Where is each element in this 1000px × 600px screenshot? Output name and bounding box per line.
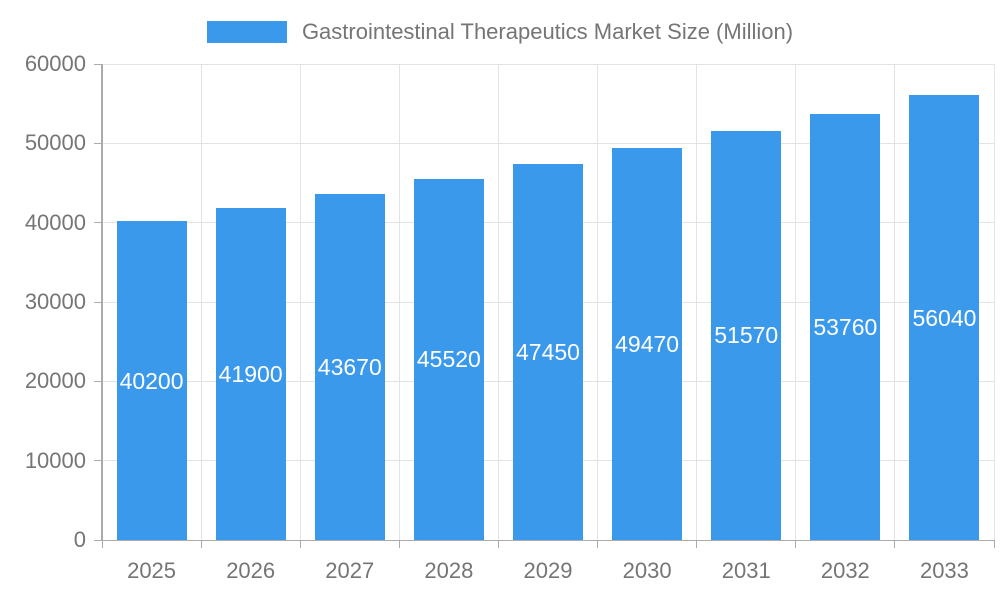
- y-tick-label: 20000: [24, 368, 86, 394]
- legend[interactable]: Gastrointestinal Therapeutics Market Siz…: [0, 19, 1000, 45]
- bar-2032[interactable]: [810, 113, 881, 540]
- bar-value-label: 47450: [516, 338, 580, 365]
- chart-title: Gastrointestinal Therapeutics Market Siz…: [301, 19, 794, 44]
- bar-value-label: 49470: [615, 330, 680, 357]
- y-gridline: [102, 63, 994, 65]
- x-gridline: [299, 64, 301, 540]
- y-gridline: [102, 142, 994, 144]
- y-tick-label: 40000: [24, 209, 86, 235]
- x-tick: [497, 540, 499, 548]
- y-tick-label: 60000: [24, 51, 86, 76]
- x-tick: [200, 540, 202, 548]
- y-tick: [94, 380, 102, 382]
- x-tick: [101, 540, 103, 548]
- x-tick: [894, 540, 896, 548]
- x-tick-label: 2025: [127, 558, 177, 583]
- bar-2033[interactable]: [909, 95, 980, 540]
- bar-value-label: 51570: [714, 322, 779, 349]
- x-tick-label: 2027: [325, 558, 375, 583]
- bar-value-label: 40200: [119, 367, 184, 394]
- x-tick: [795, 540, 797, 548]
- x-gridline: [696, 64, 698, 540]
- x-gridline: [200, 64, 202, 540]
- bar-value-label: 41900: [218, 360, 283, 387]
- x-tick-label: 2033: [919, 558, 969, 583]
- y-tick-label: 10000: [24, 447, 86, 473]
- bar-value-label: 45520: [416, 346, 481, 373]
- y-tick: [94, 63, 102, 65]
- x-tick: [597, 540, 599, 548]
- x-tick-label: 2031: [721, 558, 771, 583]
- x-tick: [299, 540, 301, 548]
- x-tick: [993, 540, 995, 548]
- y-tick: [94, 460, 102, 462]
- x-gridline: [993, 64, 995, 540]
- x-gridline: [497, 64, 499, 540]
- y-tick: [94, 142, 102, 144]
- y-tick-label: 30000: [24, 289, 86, 314]
- y-axis-line: [101, 64, 103, 540]
- bar-value-label: 43670: [317, 353, 382, 380]
- x-tick-label: 2032: [820, 558, 870, 583]
- y-tick: [94, 301, 102, 303]
- x-tick: [696, 540, 698, 548]
- x-tick-label: 2026: [226, 558, 276, 583]
- bar-2025[interactable]: [116, 221, 187, 540]
- y-tick-label: 0: [73, 527, 86, 552]
- bar-value-label: 53760: [813, 313, 878, 340]
- y-tick-label: 50000: [24, 130, 86, 156]
- x-tick-label: 2028: [424, 558, 474, 583]
- x-axis-line: [102, 539, 994, 541]
- bar-2027[interactable]: [314, 193, 385, 540]
- x-gridline: [597, 64, 599, 540]
- bar-2026[interactable]: [215, 207, 286, 540]
- bar-2028[interactable]: [413, 178, 484, 540]
- x-tick-label: 2029: [523, 558, 573, 583]
- y-tick: [94, 222, 102, 224]
- legend-swatch: [206, 21, 287, 43]
- x-tick: [398, 540, 400, 548]
- y-tick: [94, 539, 102, 541]
- bar-2030[interactable]: [612, 147, 683, 540]
- bar-2029[interactable]: [513, 163, 583, 540]
- x-gridline: [398, 64, 400, 540]
- x-tick-label: 2030: [622, 558, 672, 583]
- x-gridline: [894, 64, 896, 540]
- bar-2031[interactable]: [711, 130, 782, 540]
- x-gridline: [795, 64, 797, 540]
- bar-value-label: 56040: [912, 304, 977, 331]
